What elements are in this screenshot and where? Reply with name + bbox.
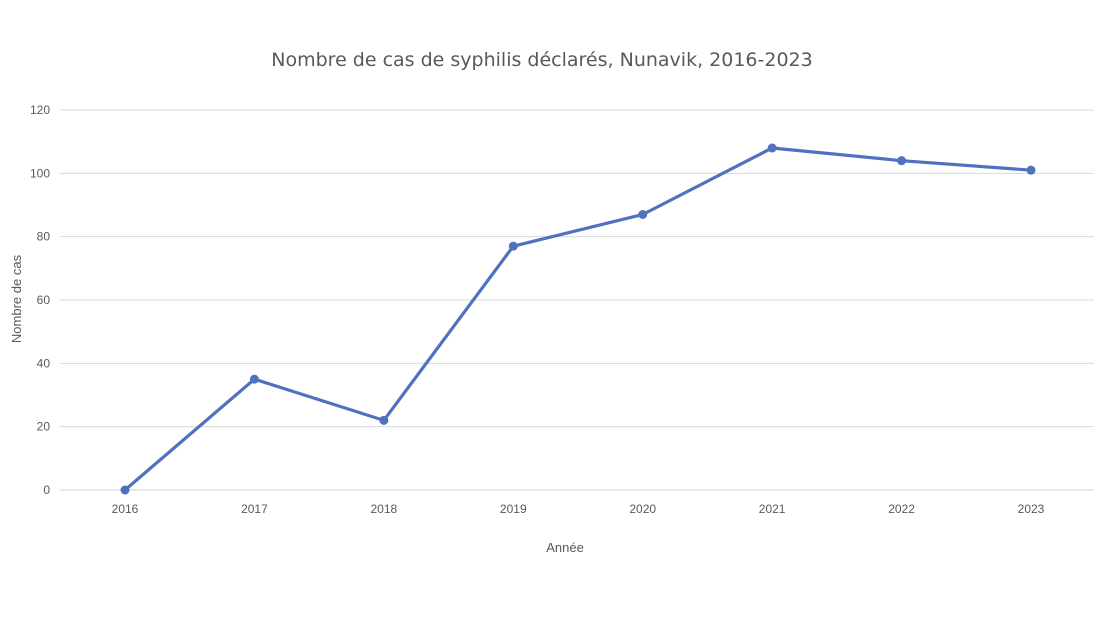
x-tick-labels: 2016 2017 2018 2019 2020 2021 2022 2023 — [112, 502, 1045, 516]
data-point — [508, 241, 518, 251]
data-point — [767, 143, 777, 153]
x-tick-label: 2023 — [1018, 502, 1045, 516]
x-axis-title: Année — [546, 540, 584, 555]
y-tick-label: 40 — [37, 356, 51, 370]
y-tick-label: 120 — [30, 103, 50, 117]
x-tick-label: 2019 — [500, 502, 527, 516]
y-tick-label: 0 — [43, 483, 50, 497]
y-tick-label: 60 — [37, 293, 51, 307]
y-gridlines — [60, 109, 1094, 491]
data-point — [1026, 165, 1036, 175]
data-point — [379, 415, 389, 425]
y-tick-labels: 0 20 40 60 80 100 120 — [30, 103, 50, 497]
x-tick-label: 2020 — [629, 502, 656, 516]
x-tick-label: 2016 — [112, 502, 139, 516]
data-point — [120, 485, 130, 495]
x-tick-label: 2018 — [371, 502, 398, 516]
chart-title: Nombre de cas de syphilis déclarés, Nuna… — [271, 49, 812, 71]
x-tick-label: 2021 — [759, 502, 786, 516]
series-layer — [120, 143, 1036, 495]
y-axis-title: Nombre de cas — [9, 254, 24, 343]
data-point — [249, 374, 259, 384]
x-tick-label: 2022 — [888, 502, 915, 516]
x-tick-label: 2017 — [241, 502, 268, 516]
y-tick-label: 80 — [37, 230, 51, 244]
series-line — [123, 146, 1033, 492]
y-tick-label: 20 — [37, 420, 51, 434]
data-point — [638, 210, 648, 219]
y-tick-label: 100 — [30, 166, 50, 180]
data-point — [897, 156, 907, 166]
